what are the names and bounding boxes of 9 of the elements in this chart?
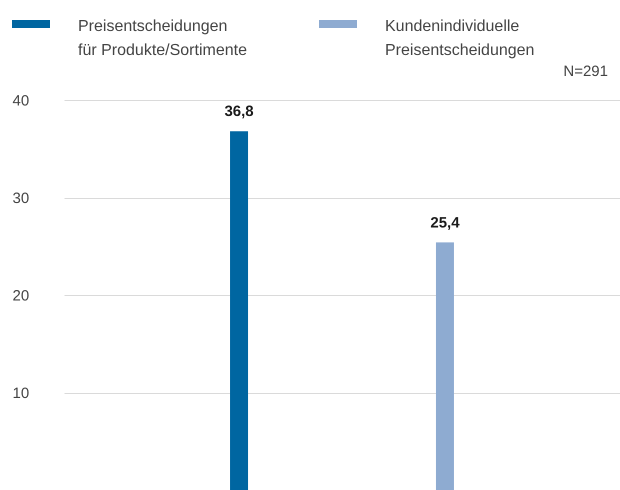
legend-label: Kundenindividuelle Preisentscheidungen: [385, 18, 534, 59]
legend-label: Preisentscheidungen für Produkte/Sortimente: [78, 18, 248, 59]
y-tick-label: 10: [12, 385, 30, 402]
data-label: 25,4: [430, 214, 460, 232]
data-label: 36,8: [224, 103, 254, 120]
y-tick-label: 40: [12, 92, 30, 110]
y-tick-label: 20: [12, 288, 30, 304]
y-tick-label: 30: [12, 190, 30, 207]
text: N=291: [563, 63, 608, 80]
